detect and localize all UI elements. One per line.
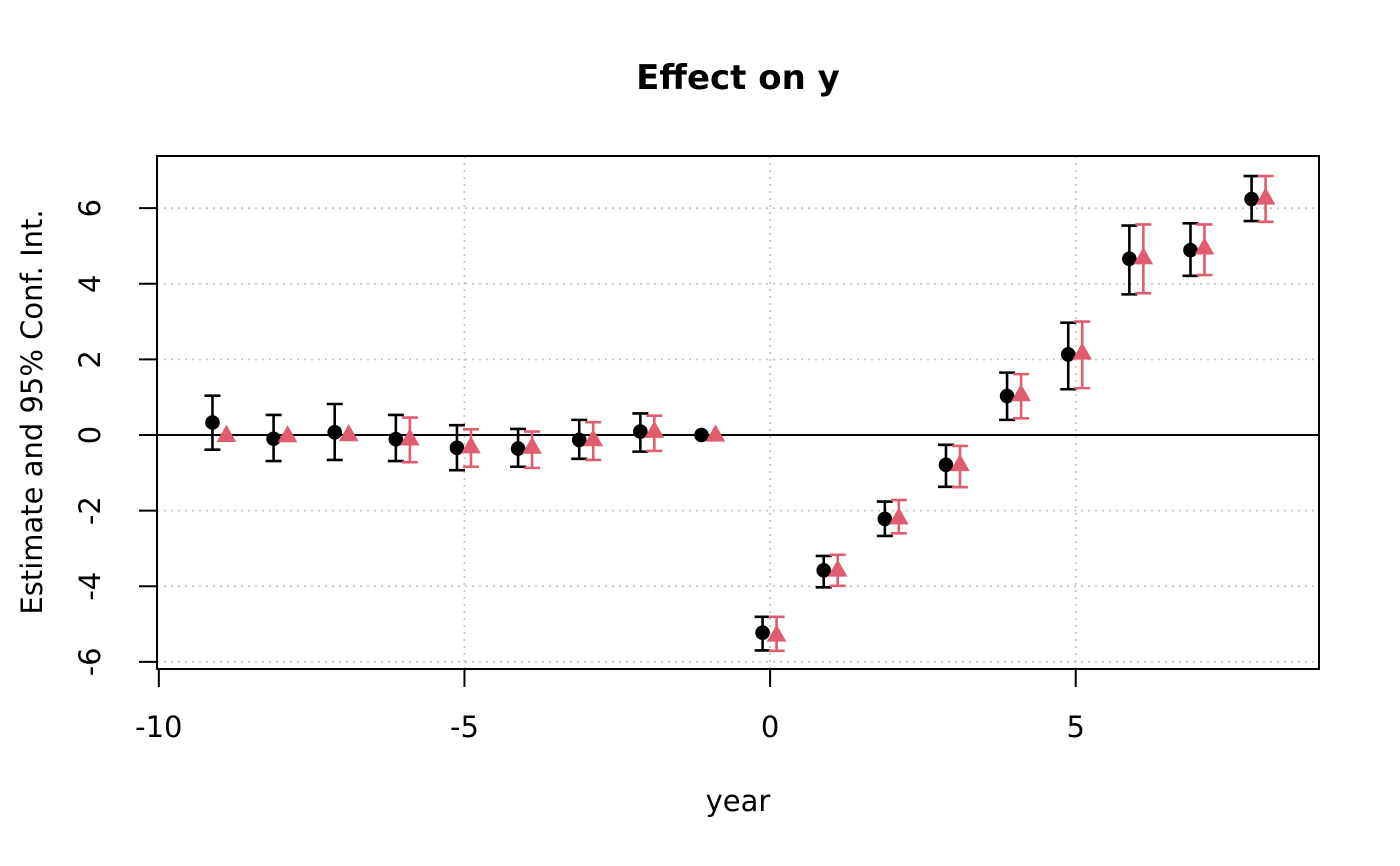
data-point-circle	[1183, 242, 1198, 258]
data-point-circle	[327, 425, 343, 440]
data-point-circle	[205, 415, 220, 430]
y-tick-label: -4	[73, 572, 107, 601]
data-point-circle	[1244, 191, 1259, 207]
data-point-triangle	[950, 453, 970, 472]
data-point-circle	[694, 427, 709, 443]
data-point-triangle	[1194, 237, 1215, 255]
x-tick-label: -5	[450, 710, 479, 744]
data-point-triangle	[461, 436, 481, 454]
y-tick-label: 6	[73, 199, 107, 217]
data-point-triangle	[1011, 383, 1031, 402]
data-point-triangle	[583, 428, 604, 447]
data-point-triangle	[644, 420, 665, 438]
y-tick-label: 0	[73, 426, 107, 444]
data-point-circle	[510, 441, 526, 456]
y-tick-label: 4	[73, 275, 107, 293]
y-axis-label: Estimate and 95% Conf. Int.	[15, 209, 49, 615]
data-point-triangle	[889, 507, 909, 525]
data-point-triangle	[216, 424, 237, 443]
data-point-circle	[938, 457, 954, 473]
data-point-triangle	[277, 425, 298, 443]
data-point-triangle	[766, 624, 787, 642]
data-point-circle	[755, 625, 770, 641]
data-point-circle	[816, 563, 832, 578]
data-point-triangle	[338, 423, 359, 442]
chart-title: Effect on y	[636, 58, 840, 98]
data-point-circle	[571, 432, 587, 448]
data-point-circle	[999, 388, 1015, 404]
x-tick-label: 5	[1066, 710, 1084, 744]
data-point-triangle	[1072, 342, 1093, 360]
x-tick-label: -10	[135, 710, 182, 744]
data-point-triangle	[522, 436, 542, 454]
data-point-circle	[633, 424, 648, 439]
data-point-circle	[449, 440, 465, 456]
data-point-triangle	[827, 559, 848, 577]
data-point-triangle	[1255, 187, 1276, 205]
data-point-circle	[388, 431, 404, 447]
y-tick-label: 2	[73, 350, 107, 368]
y-tick-label: -6	[73, 647, 107, 676]
data-point-circle	[1122, 251, 1137, 267]
data-point-triangle	[1133, 247, 1154, 265]
data-point-triangle	[705, 424, 726, 442]
y-tick-label: -2	[73, 496, 107, 525]
data-point-circle	[1060, 347, 1076, 362]
x-tick-label: 0	[761, 710, 779, 744]
data-point-circle	[266, 431, 281, 447]
data-point-circle	[877, 511, 893, 527]
x-axis-label: year	[705, 784, 771, 818]
plot-border	[156, 155, 1320, 670]
data-point-triangle	[400, 428, 420, 446]
